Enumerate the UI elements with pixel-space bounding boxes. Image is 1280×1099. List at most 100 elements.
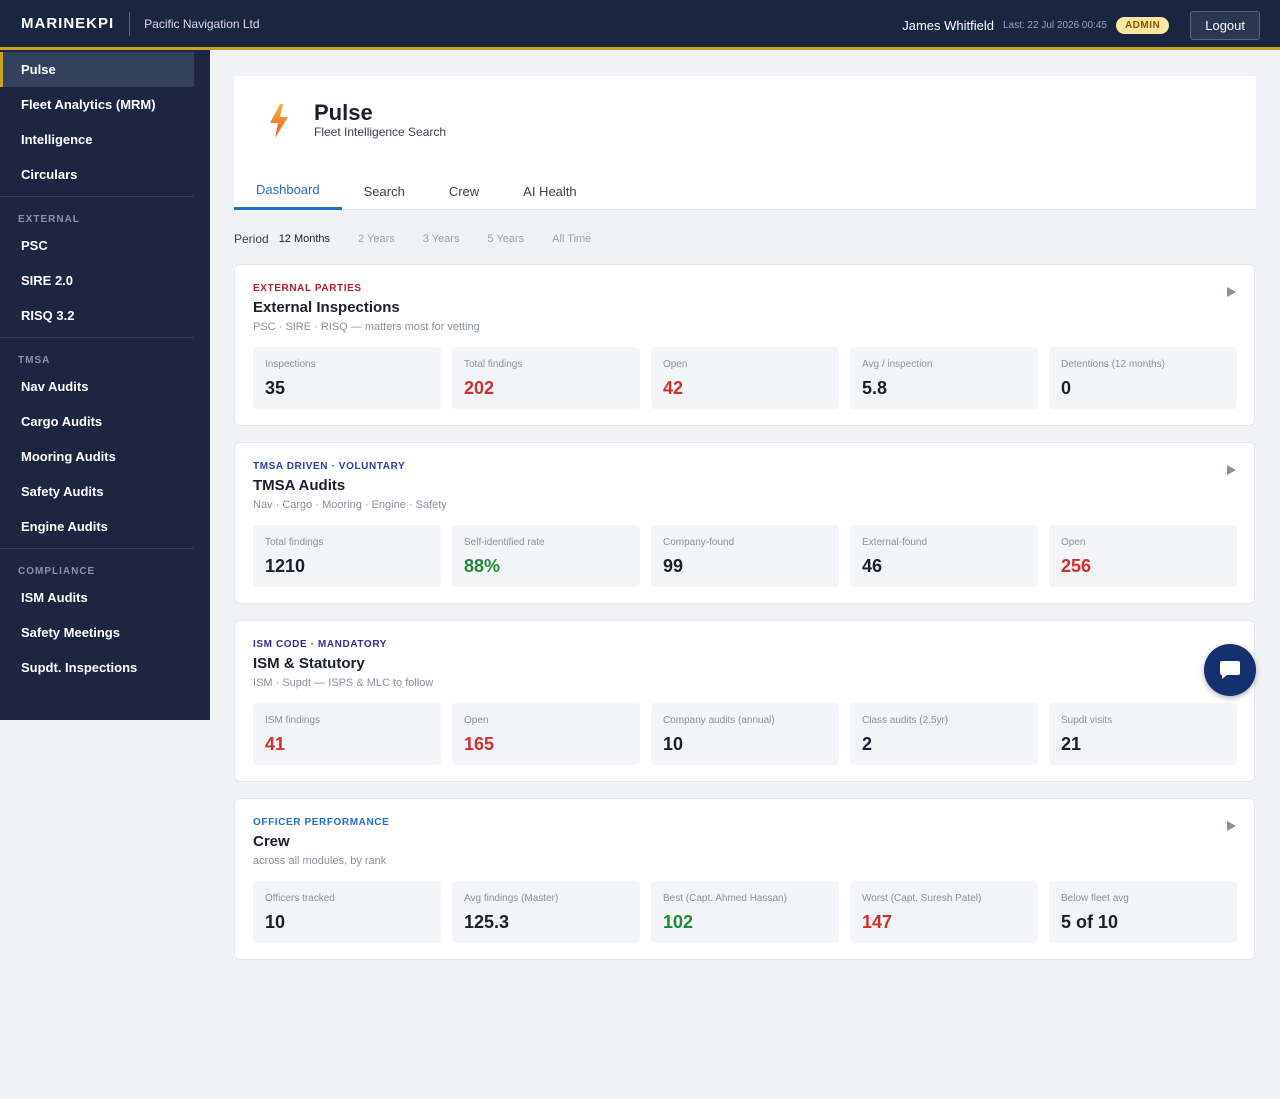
stat-value: 0 [1061, 378, 1072, 398]
sidebar-item-circulars[interactable]: Circulars [21, 167, 78, 182]
stat-tile: Company audits (annual) 10 [651, 703, 839, 765]
tab-bar: Dashboard Search Crew AI Health [234, 172, 599, 210]
stat-label: Open [1061, 537, 1086, 548]
sidebar-item-fleet-analytics[interactable]: Fleet Analytics (MRM) [21, 97, 156, 112]
card-eyebrow: EXTERNAL PARTIES [253, 283, 362, 294]
sidebar-item-risq[interactable]: RISQ 3.2 [21, 308, 75, 323]
stat-value: 10 [265, 912, 286, 932]
stat-value: 46 [862, 556, 883, 576]
sidebar-item-pulse[interactable]: Pulse [0, 52, 194, 87]
stat-label: Inspections [265, 359, 316, 370]
sidebar-divider [0, 548, 194, 549]
stat-value: 256 [1061, 556, 1092, 576]
card-subtitle: across all modules, by rank [253, 855, 387, 867]
stat-tile: Officers tracked 10 [253, 881, 441, 943]
play-arrow-icon[interactable] [1227, 821, 1236, 831]
chat-button[interactable] [1204, 644, 1256, 696]
stat-label: Avg / inspection [862, 359, 933, 370]
stat-tile: ISM findings 41 [253, 703, 441, 765]
stat-label: Class audits (2.5yr) [862, 715, 949, 726]
stats-row: Inspections 35 Total findings 202 Open 42 A… [253, 347, 1237, 409]
stat-label: Avg findings (Master) [464, 893, 559, 904]
card-title: External Inspections [253, 299, 400, 316]
last-login: Last: 22 Jul 2026 00:45 [1002, 19, 1107, 31]
card-eyebrow: OFFICER PERFORMANCE [253, 817, 390, 828]
stat-value: 35 [265, 378, 286, 398]
stat-value: 1210 [265, 556, 306, 576]
card-subtitle: Nav · Cargo · Mooring · Engine · Safety [253, 499, 447, 511]
brand-logo[interactable]: MARINEKPI [21, 15, 115, 32]
period-option-2-years[interactable]: 2 Years [358, 233, 395, 245]
sidebar-section-compliance: COMPLIANCE [18, 566, 96, 577]
stat-value: 2 [862, 734, 873, 754]
page-subtitle: Fleet Intelligence Search [314, 125, 447, 139]
tab-crew[interactable]: Crew [448, 183, 480, 199]
stat-value: 202 [464, 378, 495, 398]
stat-label: External-found [862, 537, 928, 548]
company-name: Pacific Navigation Ltd [144, 16, 260, 31]
logout-button[interactable]: Logout [1190, 10, 1260, 40]
stat-value: 125.3 [464, 912, 510, 932]
sidebar-item-mooring-audits[interactable]: Mooring Audits [21, 449, 116, 464]
sidebar-item-safety-meetings[interactable]: Safety Meetings [21, 625, 120, 640]
stat-tile: Detentions (12 months) 0 [1049, 347, 1237, 409]
stat-tile: Company-found 99 [651, 525, 839, 587]
card-ism-statutory[interactable]: ISM CODE · MANDATORY ISM & Statutory ISM… [234, 620, 1255, 782]
card-crew[interactable]: OFFICER PERFORMANCE Crew across all modu… [234, 798, 1255, 960]
card-tmsa-audits[interactable]: TMSA DRIVEN · VOLUNTARY TMSA Audits Nav … [234, 442, 1255, 604]
sidebar-item-supdt-inspections[interactable]: Supdt. Inspections [21, 660, 138, 675]
tab-ai-health[interactable]: AI Health [523, 183, 577, 199]
sidebar-item-psc[interactable]: PSC [21, 238, 48, 253]
stat-label: Supdt visits [1061, 715, 1113, 726]
stat-tile: Avg / inspection 5.8 [850, 347, 1038, 409]
sidebar-item-nav-audits[interactable]: Nav Audits [21, 379, 89, 394]
period-option-5-years[interactable]: 5 Years [487, 233, 525, 245]
sidebar-item-cargo-audits[interactable]: Cargo Audits [21, 414, 103, 429]
tab-dashboard[interactable]: Dashboard [234, 172, 342, 210]
stat-label: Total findings [464, 359, 523, 370]
sidebar-divider [0, 337, 194, 338]
sidebar-item-engine-audits[interactable]: Engine Audits [21, 519, 108, 534]
stat-label: Open [663, 359, 688, 370]
tab-search[interactable]: Search [363, 183, 405, 199]
stat-label: Best (Capt. Ahmed Hassan) [663, 893, 787, 904]
stat-label: Worst (Capt. Suresh Patel) [862, 893, 982, 904]
stat-tile: Supdt visits 21 [1049, 703, 1237, 765]
stat-label: Company-found [663, 537, 735, 548]
brand-divider [129, 11, 131, 36]
page-header: Pulse Fleet Intelligence Search Dashboar… [234, 76, 1256, 210]
stat-tile: Open 165 [452, 703, 640, 765]
stat-value: 147 [862, 912, 893, 932]
stat-tile: External-found 46 [850, 525, 1038, 587]
play-arrow-icon[interactable] [1227, 287, 1236, 297]
stat-tile: Avg findings (Master) 125.3 [452, 881, 640, 943]
role-badge: ADMIN [1115, 16, 1170, 34]
top-bar: MARINEKPI Pacific Navigation Ltd James W… [0, 0, 1280, 50]
stat-value: 102 [663, 912, 694, 932]
stat-value: 5.8 [862, 378, 888, 398]
card-subtitle: PSC · SIRE · RISQ — matters most for vet… [253, 321, 480, 333]
stat-tile: Below fleet avg 5 of 10 [1049, 881, 1237, 943]
stat-value: 5 of 10 [1061, 912, 1119, 932]
period-option-3-years[interactable]: 3 Years [422, 233, 460, 245]
card-external-inspections[interactable]: EXTERNAL PARTIES External Inspections PS… [234, 264, 1255, 426]
stat-value: 88% [464, 556, 501, 576]
stat-tile: Best (Capt. Ahmed Hassan) 102 [651, 881, 839, 943]
stats-row: Officers tracked 10 Avg findings (Master)… [253, 881, 1237, 943]
period-option-all-time[interactable]: All Time [552, 233, 592, 245]
stat-tile: Total findings 202 [452, 347, 640, 409]
card-subtitle: ISM · Supdt — ISPS & MLC to follow [253, 677, 434, 689]
sidebar-item-safety-audits[interactable]: Safety Audits [21, 484, 104, 499]
play-arrow-icon[interactable] [1227, 465, 1236, 475]
sidebar-item-intelligence[interactable]: Intelligence [21, 132, 93, 147]
sidebar-item-ism-audits[interactable]: ISM Audits [21, 590, 88, 605]
stat-tile: Open 256 [1049, 525, 1237, 587]
sidebar-section-external: EXTERNAL [18, 214, 80, 225]
period-selector: Period 12 Months 2 Years 3 Years 5 Years… [234, 224, 1256, 254]
stat-label: Self-identified rate [464, 537, 545, 548]
card-title: ISM & Statutory [253, 655, 365, 672]
stats-row: ISM findings 41 Open 165 Company audits (a… [253, 703, 1237, 765]
sidebar-item-sire[interactable]: SIRE 2.0 [21, 273, 74, 288]
lightning-bolt-icon [270, 104, 288, 138]
period-option-12-months[interactable]: 12 Months [278, 233, 331, 245]
